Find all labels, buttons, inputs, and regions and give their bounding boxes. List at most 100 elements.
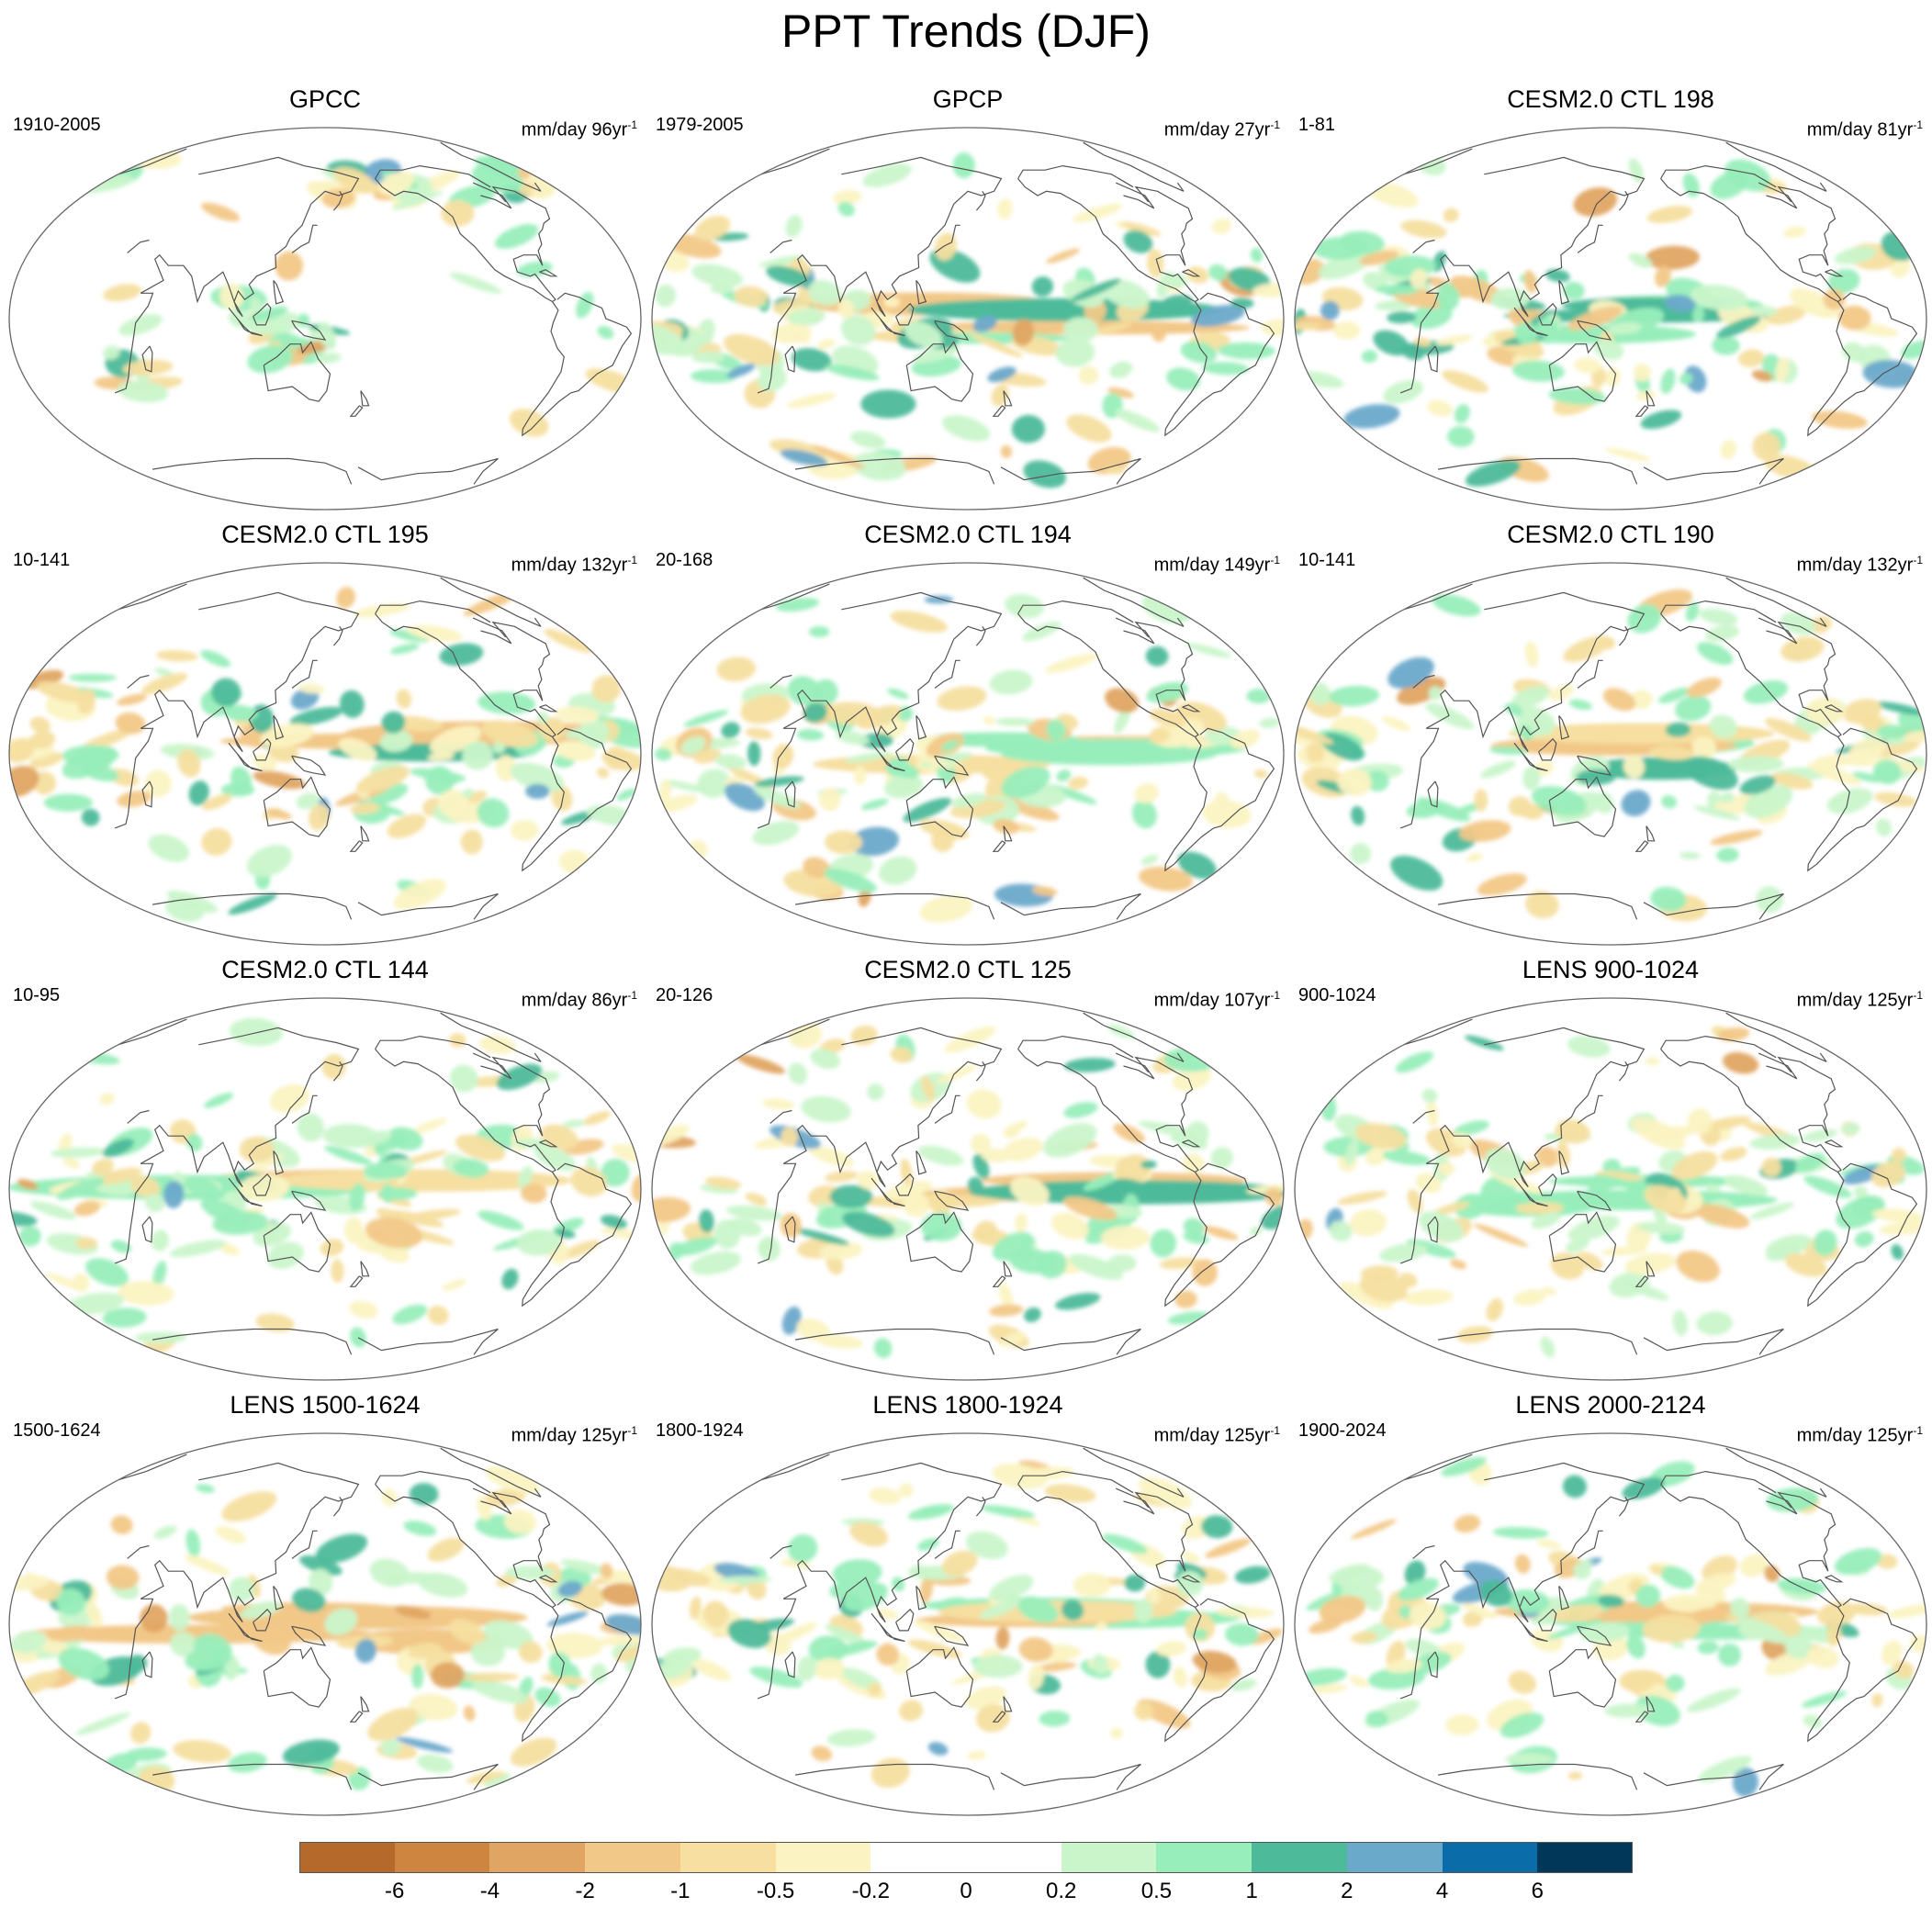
dry-anomaly xyxy=(1809,615,1832,634)
panel-units-exponent: -1 xyxy=(1913,554,1923,567)
coastline xyxy=(1777,1491,1842,1609)
dry-anomaly xyxy=(1397,677,1446,705)
coastline xyxy=(760,148,830,175)
wet-anomaly xyxy=(843,1582,888,1611)
wet-anomaly xyxy=(309,1568,333,1596)
wet-anomaly xyxy=(1320,300,1340,320)
dry-anomaly xyxy=(716,657,757,682)
dry-anomaly xyxy=(1435,334,1474,346)
wet-anomaly xyxy=(1594,1174,1650,1193)
coastline xyxy=(349,840,364,852)
dry-anomaly xyxy=(427,1305,449,1325)
dry-anomaly xyxy=(1518,802,1544,820)
wet-anomaly xyxy=(1344,1139,1359,1166)
dry-anomaly xyxy=(449,1619,485,1644)
wet-anomaly xyxy=(796,1655,817,1682)
wet-anomaly xyxy=(1017,1596,1059,1623)
colorbar-tick-label: 0.2 xyxy=(1046,1879,1077,1903)
coastline xyxy=(1000,1328,1141,1355)
wet-anomaly xyxy=(758,255,804,268)
dry-anomaly xyxy=(1309,1684,1348,1694)
wet-anomaly xyxy=(1683,756,1738,791)
wet-anomaly xyxy=(409,1483,439,1506)
dry-anomaly xyxy=(1473,1223,1529,1247)
wet-anomaly xyxy=(981,1505,1036,1519)
dry-anomaly xyxy=(1402,1289,1454,1306)
wet-anomaly xyxy=(380,1738,401,1756)
coastline xyxy=(1660,164,1777,188)
coastline xyxy=(1399,727,1440,829)
wet-anomaly xyxy=(1192,1628,1208,1641)
coastline xyxy=(1164,1598,1275,1743)
wet-anomaly xyxy=(824,868,877,892)
dry-anomaly xyxy=(898,1483,914,1498)
panel-units: mm/day 149yr-1 xyxy=(1154,549,1280,577)
panel-units-exponent: -1 xyxy=(1913,1424,1923,1437)
wet-anomaly xyxy=(785,215,803,238)
map-outline xyxy=(8,562,642,946)
coastline xyxy=(140,591,360,753)
wet-anomaly xyxy=(1704,1184,1721,1193)
wet-anomaly xyxy=(1520,724,1533,741)
wet-anomaly xyxy=(849,826,899,857)
wet-anomaly xyxy=(597,325,614,340)
dry-anomaly xyxy=(595,1635,641,1646)
coastline xyxy=(152,1763,353,1790)
coastline xyxy=(114,292,154,394)
wet-anomaly xyxy=(118,314,163,336)
dry-anomaly xyxy=(1337,769,1372,797)
dry-anomaly xyxy=(876,1643,900,1666)
wet-anomaly xyxy=(151,1229,170,1251)
dry-anomaly xyxy=(993,818,1019,835)
coastline xyxy=(253,1608,272,1632)
coastline xyxy=(782,1027,1003,1188)
coastline xyxy=(539,1139,558,1148)
dry-anomaly xyxy=(1605,366,1621,387)
dry-anomaly xyxy=(1350,1519,1397,1540)
dry-anomaly xyxy=(367,1707,419,1742)
dry-anomaly xyxy=(393,879,446,910)
wet-anomaly xyxy=(229,1017,283,1047)
coastline xyxy=(375,1470,491,1494)
wet-anomaly xyxy=(1563,281,1585,300)
wet-anomaly xyxy=(395,1737,454,1753)
coastline xyxy=(1412,674,1435,689)
wet-anomaly xyxy=(1404,1560,1426,1586)
wet-anomaly xyxy=(318,321,337,350)
wet-anomaly xyxy=(1736,1617,1790,1644)
coastline xyxy=(1618,625,1629,646)
coastline xyxy=(152,892,353,920)
panel-units: mm/day 86yr-1 xyxy=(522,984,637,1012)
dry-anomaly xyxy=(201,827,232,856)
dry-anomaly xyxy=(201,202,241,222)
coastline xyxy=(534,617,542,627)
dry-anomaly xyxy=(1717,1027,1750,1042)
coastline xyxy=(1425,156,1646,318)
wet-anomaly xyxy=(1690,284,1749,311)
dry-anomaly xyxy=(1696,1573,1736,1593)
wet-anomaly xyxy=(1484,1148,1526,1180)
dry-anomaly xyxy=(1134,1701,1154,1721)
wet-anomaly xyxy=(266,1241,304,1269)
dry-anomaly xyxy=(110,1515,133,1534)
wet-anomaly xyxy=(1185,1120,1209,1147)
wet-anomaly xyxy=(586,720,610,749)
wet-anomaly xyxy=(1659,1566,1695,1589)
wet-anomaly xyxy=(807,279,842,307)
coastline xyxy=(534,1052,542,1062)
wet-anomaly xyxy=(381,711,406,734)
dry-anomaly xyxy=(825,830,863,855)
wet-anomaly xyxy=(164,896,205,922)
dry-anomaly xyxy=(1645,1057,1660,1065)
wet-anomaly xyxy=(356,1130,392,1148)
coastline xyxy=(1660,178,1838,303)
dry-anomaly xyxy=(1044,1484,1096,1503)
coastline xyxy=(757,1162,797,1264)
wet-anomaly xyxy=(228,310,259,330)
coastline xyxy=(769,1544,792,1559)
dry-anomaly xyxy=(387,814,427,838)
wet-anomaly xyxy=(965,1531,1008,1560)
wet-anomaly xyxy=(1005,593,1044,619)
coastline xyxy=(784,780,796,808)
coastline xyxy=(760,583,830,611)
